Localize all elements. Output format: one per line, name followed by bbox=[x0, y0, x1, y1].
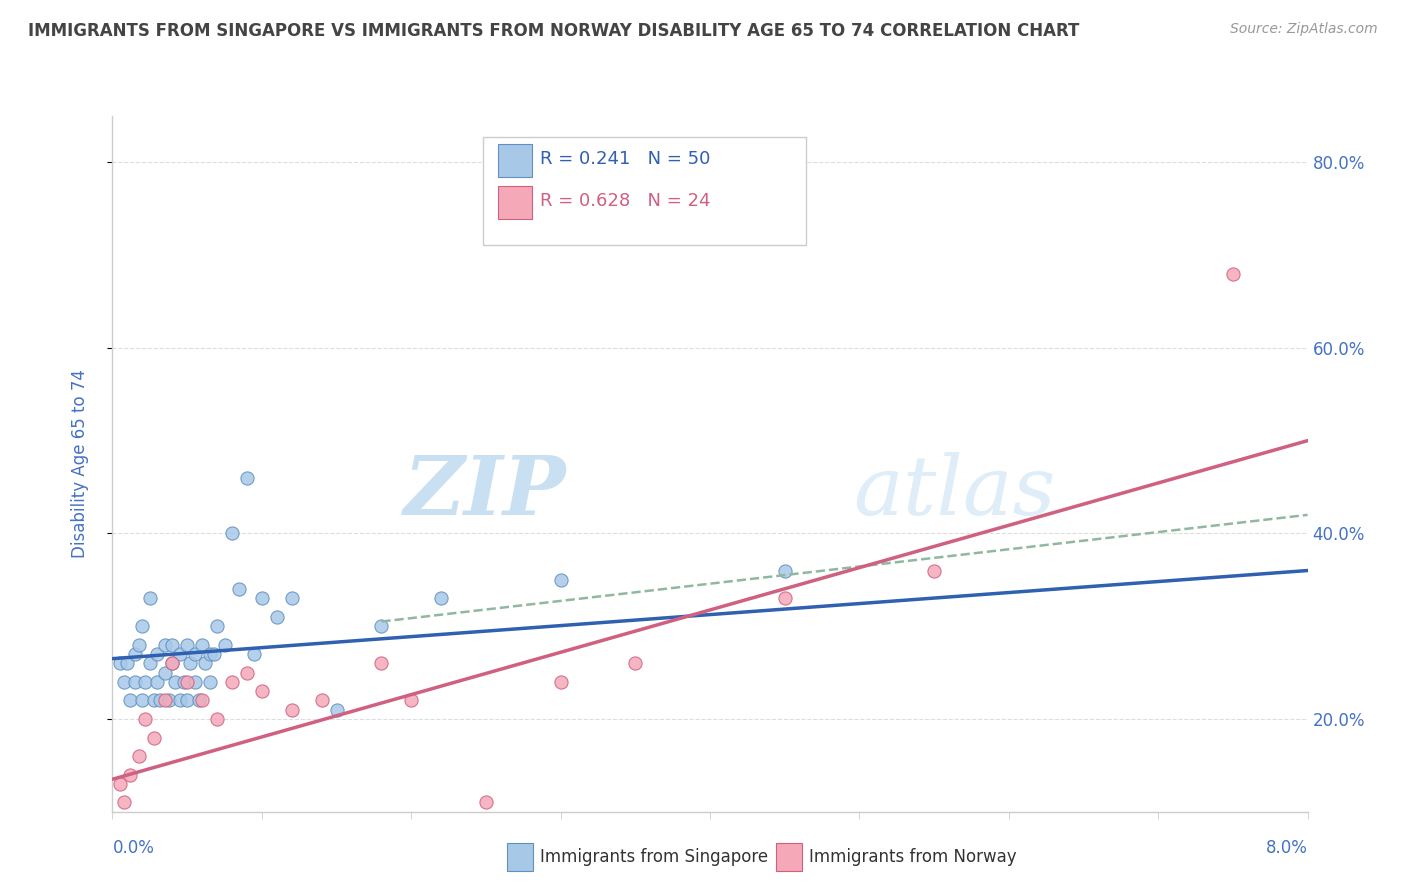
Point bbox=[183, 674, 205, 689]
Point bbox=[131, 693, 153, 707]
Bar bbox=[499, 186, 531, 219]
Point bbox=[773, 591, 796, 606]
Point bbox=[139, 591, 162, 606]
Point bbox=[108, 777, 131, 791]
Point bbox=[281, 703, 304, 717]
Point bbox=[176, 638, 198, 652]
Text: R = 0.628   N = 24: R = 0.628 N = 24 bbox=[540, 192, 711, 210]
Point bbox=[191, 693, 214, 707]
Point bbox=[173, 674, 195, 689]
Text: 0.0%: 0.0% bbox=[112, 839, 155, 857]
Point bbox=[124, 647, 146, 661]
Bar bbox=[508, 843, 533, 871]
Point bbox=[162, 638, 183, 652]
Point bbox=[370, 657, 392, 671]
Point bbox=[773, 564, 796, 578]
Point bbox=[198, 647, 221, 661]
Point bbox=[114, 796, 135, 810]
Text: Source: ZipAtlas.com: Source: ZipAtlas.com bbox=[1230, 22, 1378, 37]
Point bbox=[475, 796, 498, 810]
Point bbox=[221, 674, 243, 689]
Bar bbox=[499, 144, 531, 178]
Point bbox=[430, 591, 453, 606]
Point bbox=[146, 674, 169, 689]
Point bbox=[176, 674, 198, 689]
Point bbox=[153, 638, 176, 652]
Point bbox=[243, 647, 266, 661]
Point bbox=[143, 731, 166, 745]
Point bbox=[146, 647, 169, 661]
Text: 8.0%: 8.0% bbox=[1265, 839, 1308, 857]
Point bbox=[281, 591, 304, 606]
Point bbox=[169, 647, 191, 661]
Point bbox=[131, 619, 153, 633]
Point bbox=[128, 749, 150, 764]
Text: ZIP: ZIP bbox=[404, 451, 567, 532]
Point bbox=[228, 582, 250, 596]
Point bbox=[183, 647, 205, 661]
Point bbox=[311, 693, 333, 707]
Point bbox=[153, 665, 176, 680]
Text: IMMIGRANTS FROM SINGAPORE VS IMMIGRANTS FROM NORWAY DISABILITY AGE 65 TO 74 CORR: IMMIGRANTS FROM SINGAPORE VS IMMIGRANTS … bbox=[28, 22, 1080, 40]
Point bbox=[149, 693, 172, 707]
Point bbox=[205, 712, 228, 726]
Point bbox=[370, 619, 392, 633]
Point bbox=[550, 573, 572, 587]
Text: atlas: atlas bbox=[853, 451, 1056, 532]
Point bbox=[179, 657, 201, 671]
Point bbox=[250, 684, 273, 698]
Point bbox=[162, 657, 183, 671]
Point bbox=[198, 674, 221, 689]
Point bbox=[165, 674, 187, 689]
Point bbox=[169, 693, 191, 707]
Text: R = 0.241   N = 50: R = 0.241 N = 50 bbox=[540, 150, 710, 168]
Y-axis label: Disability Age 65 to 74: Disability Age 65 to 74 bbox=[70, 369, 89, 558]
Point bbox=[176, 693, 198, 707]
Point bbox=[550, 674, 572, 689]
Point bbox=[153, 693, 176, 707]
Point bbox=[117, 657, 139, 671]
Point bbox=[134, 674, 156, 689]
Point bbox=[922, 564, 945, 578]
Point bbox=[124, 674, 146, 689]
Point bbox=[221, 526, 243, 541]
Point bbox=[114, 674, 135, 689]
Point bbox=[250, 591, 273, 606]
Point bbox=[236, 471, 259, 485]
Point bbox=[139, 657, 162, 671]
Point bbox=[134, 712, 156, 726]
Point bbox=[120, 693, 142, 707]
Point bbox=[128, 638, 150, 652]
Point bbox=[120, 767, 142, 781]
Point bbox=[205, 619, 228, 633]
Point bbox=[191, 638, 214, 652]
Bar bbox=[776, 843, 801, 871]
Point bbox=[202, 647, 225, 661]
Point bbox=[214, 638, 236, 652]
Point bbox=[162, 657, 183, 671]
Point bbox=[401, 693, 423, 707]
Point bbox=[236, 665, 259, 680]
Point bbox=[108, 657, 131, 671]
Point bbox=[188, 693, 211, 707]
Point bbox=[143, 693, 166, 707]
FancyBboxPatch shape bbox=[484, 136, 806, 244]
Point bbox=[194, 657, 217, 671]
Point bbox=[266, 610, 288, 624]
Point bbox=[157, 693, 180, 707]
Point bbox=[624, 657, 647, 671]
Text: Immigrants from Norway: Immigrants from Norway bbox=[810, 848, 1017, 866]
Text: Immigrants from Singapore: Immigrants from Singapore bbox=[540, 848, 769, 866]
Point bbox=[325, 703, 347, 717]
Point bbox=[1222, 267, 1244, 281]
